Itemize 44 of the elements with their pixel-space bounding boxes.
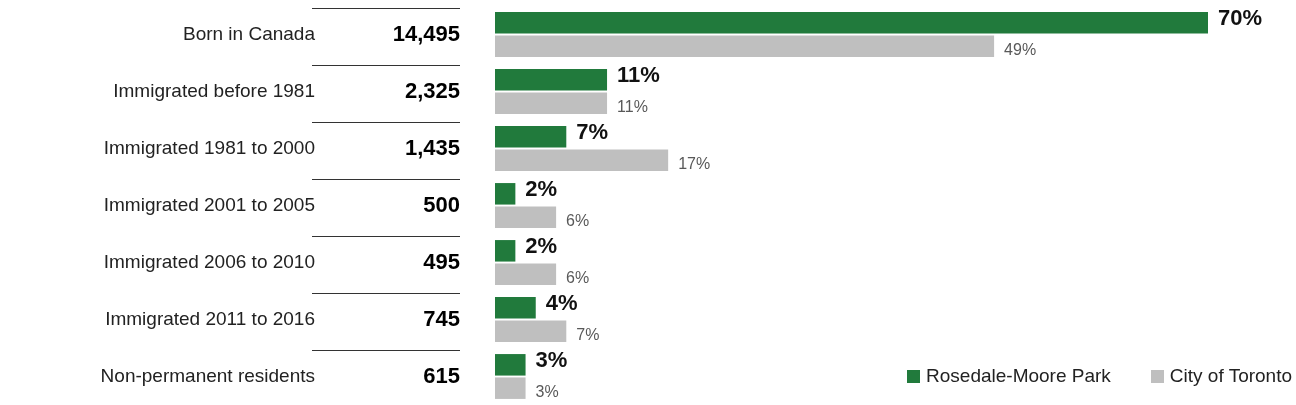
bar xyxy=(495,12,1208,34)
legend-label: Rosedale-Moore Park xyxy=(926,365,1111,387)
bar xyxy=(495,320,567,342)
data-label: 3% xyxy=(535,346,568,372)
y-tick-label: Immigrated 2006 to 2010 xyxy=(103,250,315,272)
y-tick-label: Immigrated before 1981 xyxy=(113,79,315,101)
bar xyxy=(495,377,526,399)
legend-label: City of Toronto xyxy=(1169,365,1292,387)
bar xyxy=(495,126,567,148)
y-tick-label: Immigrated 2011 to 2016 xyxy=(105,307,315,329)
bar xyxy=(495,263,557,285)
data-label: 2% xyxy=(525,175,558,201)
text: 745 xyxy=(423,305,460,331)
text: 615 xyxy=(423,362,460,388)
y-tick-label: Immigrated 2001 to 2005 xyxy=(103,193,315,215)
data-label: 7% xyxy=(576,325,600,343)
data-label: 17% xyxy=(678,154,711,172)
bar xyxy=(495,35,995,57)
data-label: 49% xyxy=(1004,40,1037,58)
data-label: 6% xyxy=(566,211,590,229)
data-label: 70% xyxy=(1218,4,1263,30)
text: 1,435 xyxy=(404,134,460,160)
bar xyxy=(495,92,608,114)
bar xyxy=(495,297,536,319)
y-tick-label: Immigrated 1981 to 2000 xyxy=(103,136,315,158)
data-label: 3% xyxy=(535,382,559,400)
bar xyxy=(495,183,516,205)
text: 495 xyxy=(423,248,460,274)
data-label: 11% xyxy=(617,97,648,115)
data-label: 6% xyxy=(566,268,590,286)
bar xyxy=(495,354,526,376)
y-tick-label: Non-permanent residents xyxy=(100,364,315,386)
data-label: 2% xyxy=(525,232,558,258)
bar xyxy=(495,240,516,262)
data-label: 4% xyxy=(545,289,578,315)
bar xyxy=(495,206,557,228)
bar xyxy=(495,69,608,91)
text: 500 xyxy=(423,191,460,217)
data-label: 7% xyxy=(576,118,609,144)
bar xyxy=(495,149,669,171)
text: 14,495 xyxy=(392,20,460,46)
text: 2,325 xyxy=(404,77,460,103)
data-label: 11% xyxy=(617,61,660,87)
y-tick-label: Born in Canada xyxy=(182,22,316,44)
